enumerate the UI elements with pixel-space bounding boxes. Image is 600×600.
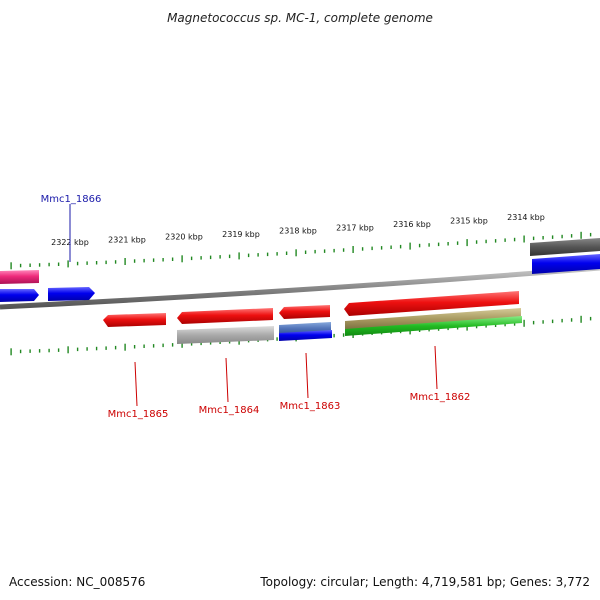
gene-label-mmc1-1864[interactable]: Mmc1_1864 (199, 405, 260, 416)
tick-label: 2318 kbp (279, 227, 317, 236)
tick-label: 2314 kbp (507, 213, 545, 222)
accession-text: Accession: NC_008576 (9, 575, 145, 589)
tick-label: 2316 kbp (393, 220, 431, 229)
feature-blue-arrow-mmc1-1866[interactable] (48, 287, 95, 301)
feature-blue-segment-right[interactable] (532, 254, 600, 274)
feature-red-arrow-mmc1-1862[interactable] (344, 291, 519, 316)
genome-backbone (0, 265, 600, 310)
leader-line-mmc1-1865 (134, 361, 138, 407)
feature-pink-segment[interactable] (0, 270, 39, 284)
tick-label: 2319 kbp (222, 230, 260, 239)
tick-label: 2321 kbp (108, 235, 146, 244)
feature-olive-segment-mmc1-1862[interactable] (345, 308, 521, 330)
map-title: Magnetococcus sp. MC-1, complete genome (167, 11, 433, 25)
gene-label-mmc1-1862[interactable]: Mmc1_1862 (410, 392, 471, 403)
leader-line-mmc1-1863 (305, 352, 309, 399)
kbp-tick-labels: 2322 kbp 2321 kbp 2320 kbp 2319 kbp 2318 kbp… (51, 213, 545, 247)
feature-blue-segment-mmc1-1863[interactable] (279, 330, 332, 341)
feature-red-arrow-mmc1-1863[interactable] (279, 305, 330, 319)
tick-label: 2320 kbp (165, 233, 203, 242)
feature-grey-segment-mmc1-1864[interactable] (177, 326, 274, 344)
gene-label-mmc1-1865[interactable]: Mmc1_1865 (108, 409, 169, 420)
feature-red-arrow-mmc1-1865[interactable] (103, 313, 166, 327)
tick-label: 2315 kbp (450, 217, 488, 226)
feature-blue-arrow-1[interactable] (0, 289, 39, 302)
feature-green-segment-mmc1-1862[interactable] (345, 316, 522, 336)
feature-red-arrow-mmc1-1864[interactable] (177, 308, 273, 324)
genome-summary-text: Topology: circular; Length: 4,719,581 bp… (259, 575, 590, 589)
feature-dark-grey-segment[interactable] (530, 238, 600, 256)
leader-line-mmc1-1864 (225, 357, 229, 403)
gene-label-mmc1-1866[interactable]: Mmc1_1866 (41, 194, 102, 205)
tick-label: 2317 kbp (336, 223, 374, 232)
leader-line-mmc1-1862 (434, 345, 438, 390)
upper-tick-track (10, 231, 592, 270)
gene-label-mmc1-1863[interactable]: Mmc1_1863 (280, 401, 341, 412)
